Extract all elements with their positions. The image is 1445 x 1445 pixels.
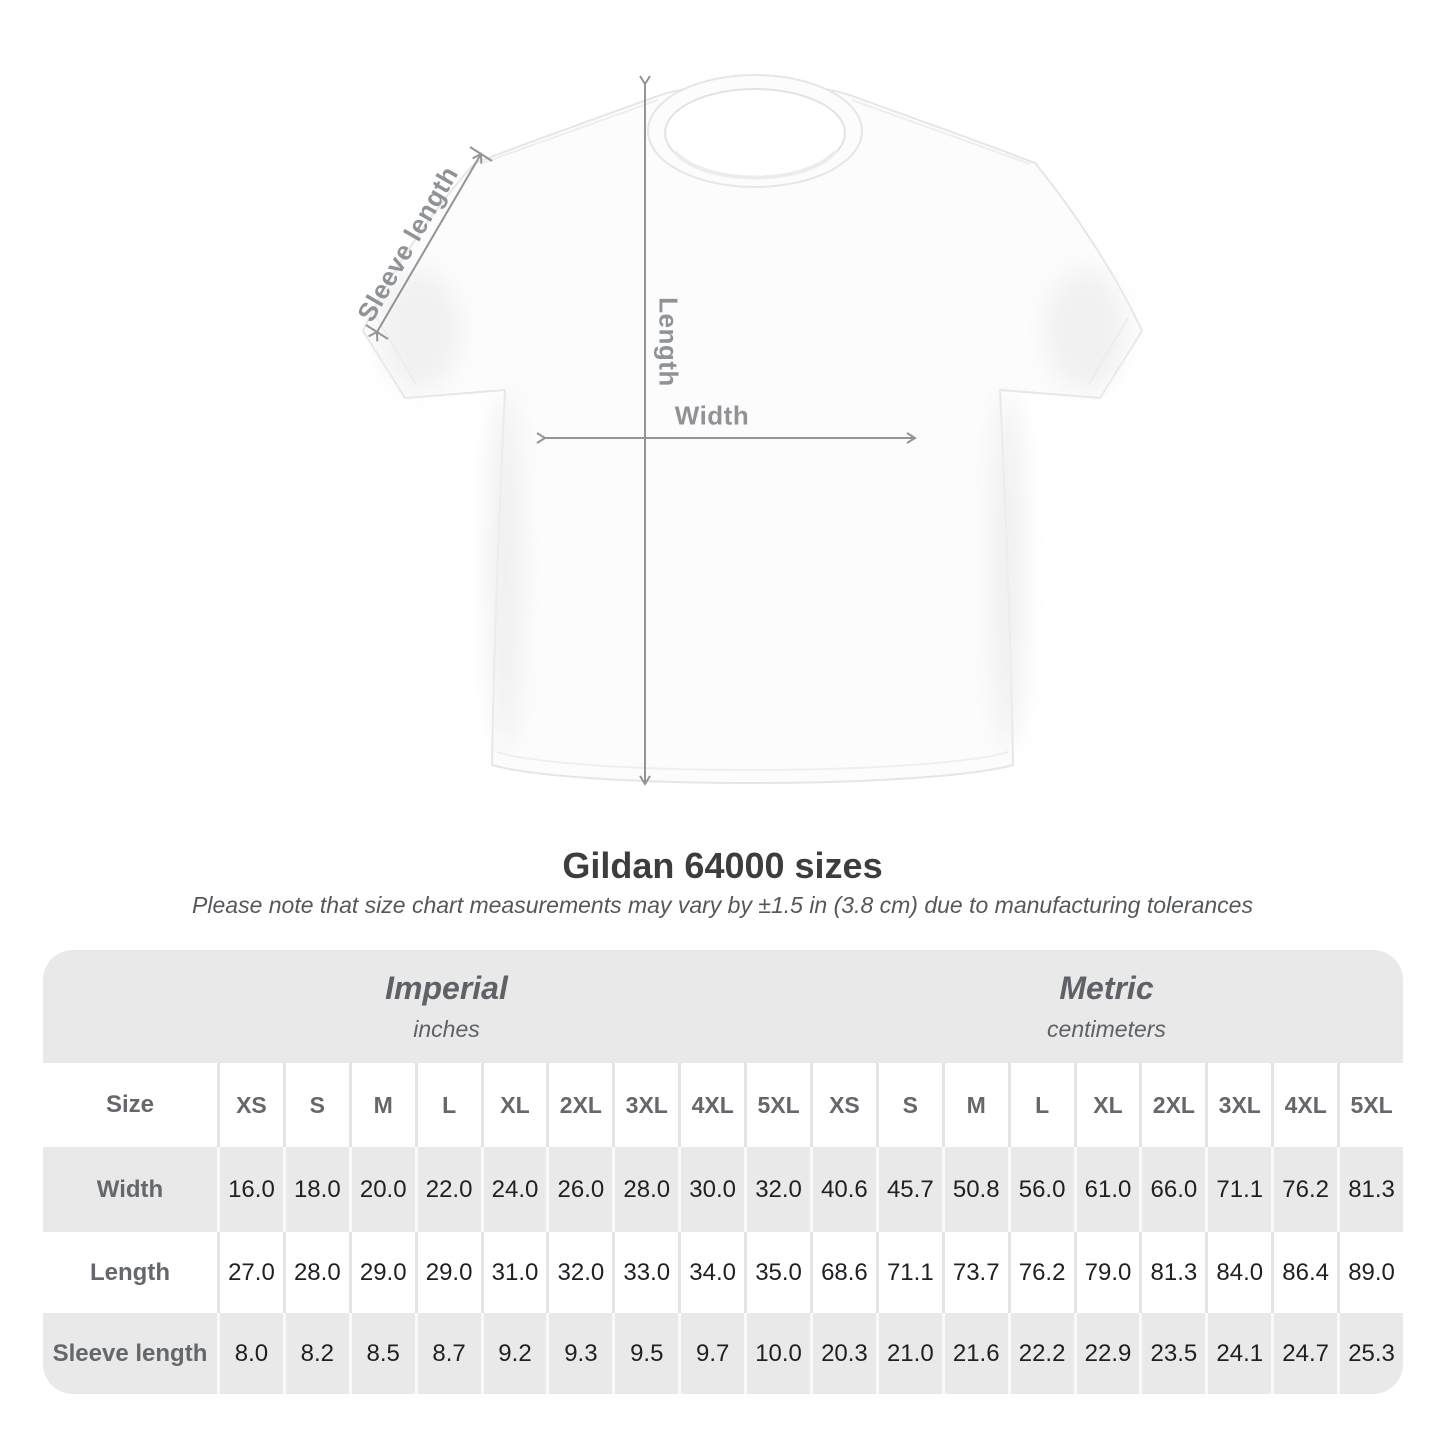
value-cell: 16.0 — [217, 1147, 283, 1232]
tolerance-note: Please note that size chart measurements… — [192, 892, 1253, 918]
size-column-header: M — [348, 1063, 415, 1147]
metric-group-header: Metric centimeters — [809, 950, 1403, 1063]
size-column-header: XL — [1073, 1063, 1140, 1147]
value-cell: 20.3 — [809, 1313, 876, 1394]
value-cell: 32.0 — [744, 1147, 810, 1232]
corner-header-size: Size — [105, 1091, 155, 1118]
value-cell: 9.7 — [678, 1313, 745, 1394]
tshirt-diagram — [362, 74, 1143, 786]
size-column-header: XS — [217, 1063, 283, 1147]
value-cell: 34.0 — [678, 1232, 744, 1313]
value-cell: 71.1 — [875, 1232, 942, 1313]
metric-group-label: Metric — [1059, 970, 1154, 1006]
width-annotation: Width — [674, 400, 750, 431]
value-cell: 84.0 — [1205, 1232, 1271, 1313]
value-cell: 22.9 — [1073, 1313, 1140, 1394]
value-cell: 56.0 — [1007, 1147, 1074, 1232]
value-cell: 8.0 — [217, 1313, 283, 1394]
value-cell: 26.0 — [546, 1147, 613, 1232]
size-column-header: 5XL — [1337, 1063, 1403, 1147]
value-cell: 18.0 — [282, 1147, 349, 1232]
value-cell: 45.7 — [875, 1147, 942, 1232]
imperial-group-header: Imperial inches — [43, 950, 810, 1063]
imperial-group-label: Imperial — [385, 970, 508, 1006]
value-cell: 40.6 — [809, 1147, 876, 1232]
size-column-header: L — [1007, 1063, 1074, 1147]
size-column-header: 3XL — [612, 1063, 678, 1147]
size-column-header: XL — [480, 1063, 547, 1147]
value-cell: 24.0 — [480, 1147, 547, 1232]
value-cell: 8.5 — [348, 1313, 415, 1394]
size-column-header: 2XL — [546, 1063, 612, 1147]
value-cell: 33.0 — [612, 1232, 678, 1313]
value-cell: 68.6 — [809, 1232, 876, 1313]
size-column-header: S — [875, 1063, 942, 1147]
value-cell: 73.7 — [941, 1232, 1008, 1313]
size-column-header: 4XL — [678, 1063, 744, 1147]
value-cell: 76.2 — [1271, 1147, 1338, 1232]
value-cell: 81.3 — [1337, 1147, 1403, 1232]
value-cell: 21.0 — [875, 1313, 942, 1394]
value-cell: 66.0 — [1139, 1147, 1206, 1232]
imperial-group-unit: inches — [413, 1016, 480, 1042]
size-column-header: 3XL — [1205, 1063, 1271, 1147]
value-cell: 21.6 — [941, 1313, 1008, 1394]
value-cell: 24.7 — [1271, 1313, 1338, 1394]
value-cell: 32.0 — [546, 1232, 612, 1313]
value-cell: 8.7 — [414, 1313, 481, 1394]
size-column-header: S — [282, 1063, 349, 1147]
size-column-header: L — [414, 1063, 481, 1147]
sleeve-arrow — [368, 152, 483, 342]
value-cell: 81.3 — [1139, 1232, 1205, 1313]
value-cell: 9.2 — [480, 1313, 547, 1394]
sleeve-tick-bottom — [365, 324, 389, 340]
size-column-header: 5XL — [744, 1063, 810, 1147]
metric-group-unit: centimeters — [1047, 1016, 1166, 1042]
value-cell: 28.0 — [612, 1147, 679, 1232]
value-cell: 28.0 — [282, 1232, 349, 1313]
measurement-arrows — [365, 75, 917, 786]
page-title: Gildan 64000 sizes — [562, 845, 883, 886]
tshirt-illustration — [362, 74, 1143, 784]
row-label-sleeve-length: Sleeve length — [43, 1313, 217, 1394]
value-cell: 22.0 — [414, 1147, 481, 1232]
value-cell: 31.0 — [480, 1232, 547, 1313]
value-cell: 61.0 — [1073, 1147, 1140, 1232]
value-cell: 71.1 — [1205, 1147, 1272, 1232]
size-column-header: XS — [809, 1063, 876, 1147]
value-cell: 29.0 — [348, 1232, 415, 1313]
value-cell: 23.5 — [1139, 1313, 1206, 1394]
value-cell: 9.3 — [546, 1313, 613, 1394]
value-cell: 27.0 — [217, 1232, 283, 1313]
value-cell: 30.0 — [678, 1147, 745, 1232]
value-cell: 22.2 — [1007, 1313, 1074, 1394]
value-cell: 10.0 — [744, 1313, 810, 1394]
value-cell: 29.0 — [414, 1232, 481, 1313]
row-label-width: Width — [43, 1147, 217, 1232]
value-cell: 89.0 — [1337, 1232, 1403, 1313]
length-annotation: Length — [653, 297, 684, 387]
row-label-length: Length — [90, 1258, 170, 1286]
size-column-header: M — [941, 1063, 1008, 1147]
value-cell: 9.5 — [612, 1313, 679, 1394]
size-column-header: 2XL — [1139, 1063, 1205, 1147]
value-cell: 79.0 — [1073, 1232, 1140, 1313]
sleeve-tick-top — [469, 146, 493, 162]
value-cell: 20.0 — [348, 1147, 415, 1232]
value-cell: 86.4 — [1271, 1232, 1337, 1313]
value-cell: 50.8 — [941, 1147, 1008, 1232]
value-cell: 76.2 — [1007, 1232, 1074, 1313]
value-cell: 25.3 — [1337, 1313, 1403, 1394]
value-cell: 35.0 — [744, 1232, 810, 1313]
value-cell: 24.1 — [1205, 1313, 1272, 1394]
size-table: Imperial inches Metric centimeters Size … — [43, 950, 1403, 1394]
value-cell: 8.2 — [282, 1313, 349, 1394]
size-column-header: 4XL — [1271, 1063, 1337, 1147]
